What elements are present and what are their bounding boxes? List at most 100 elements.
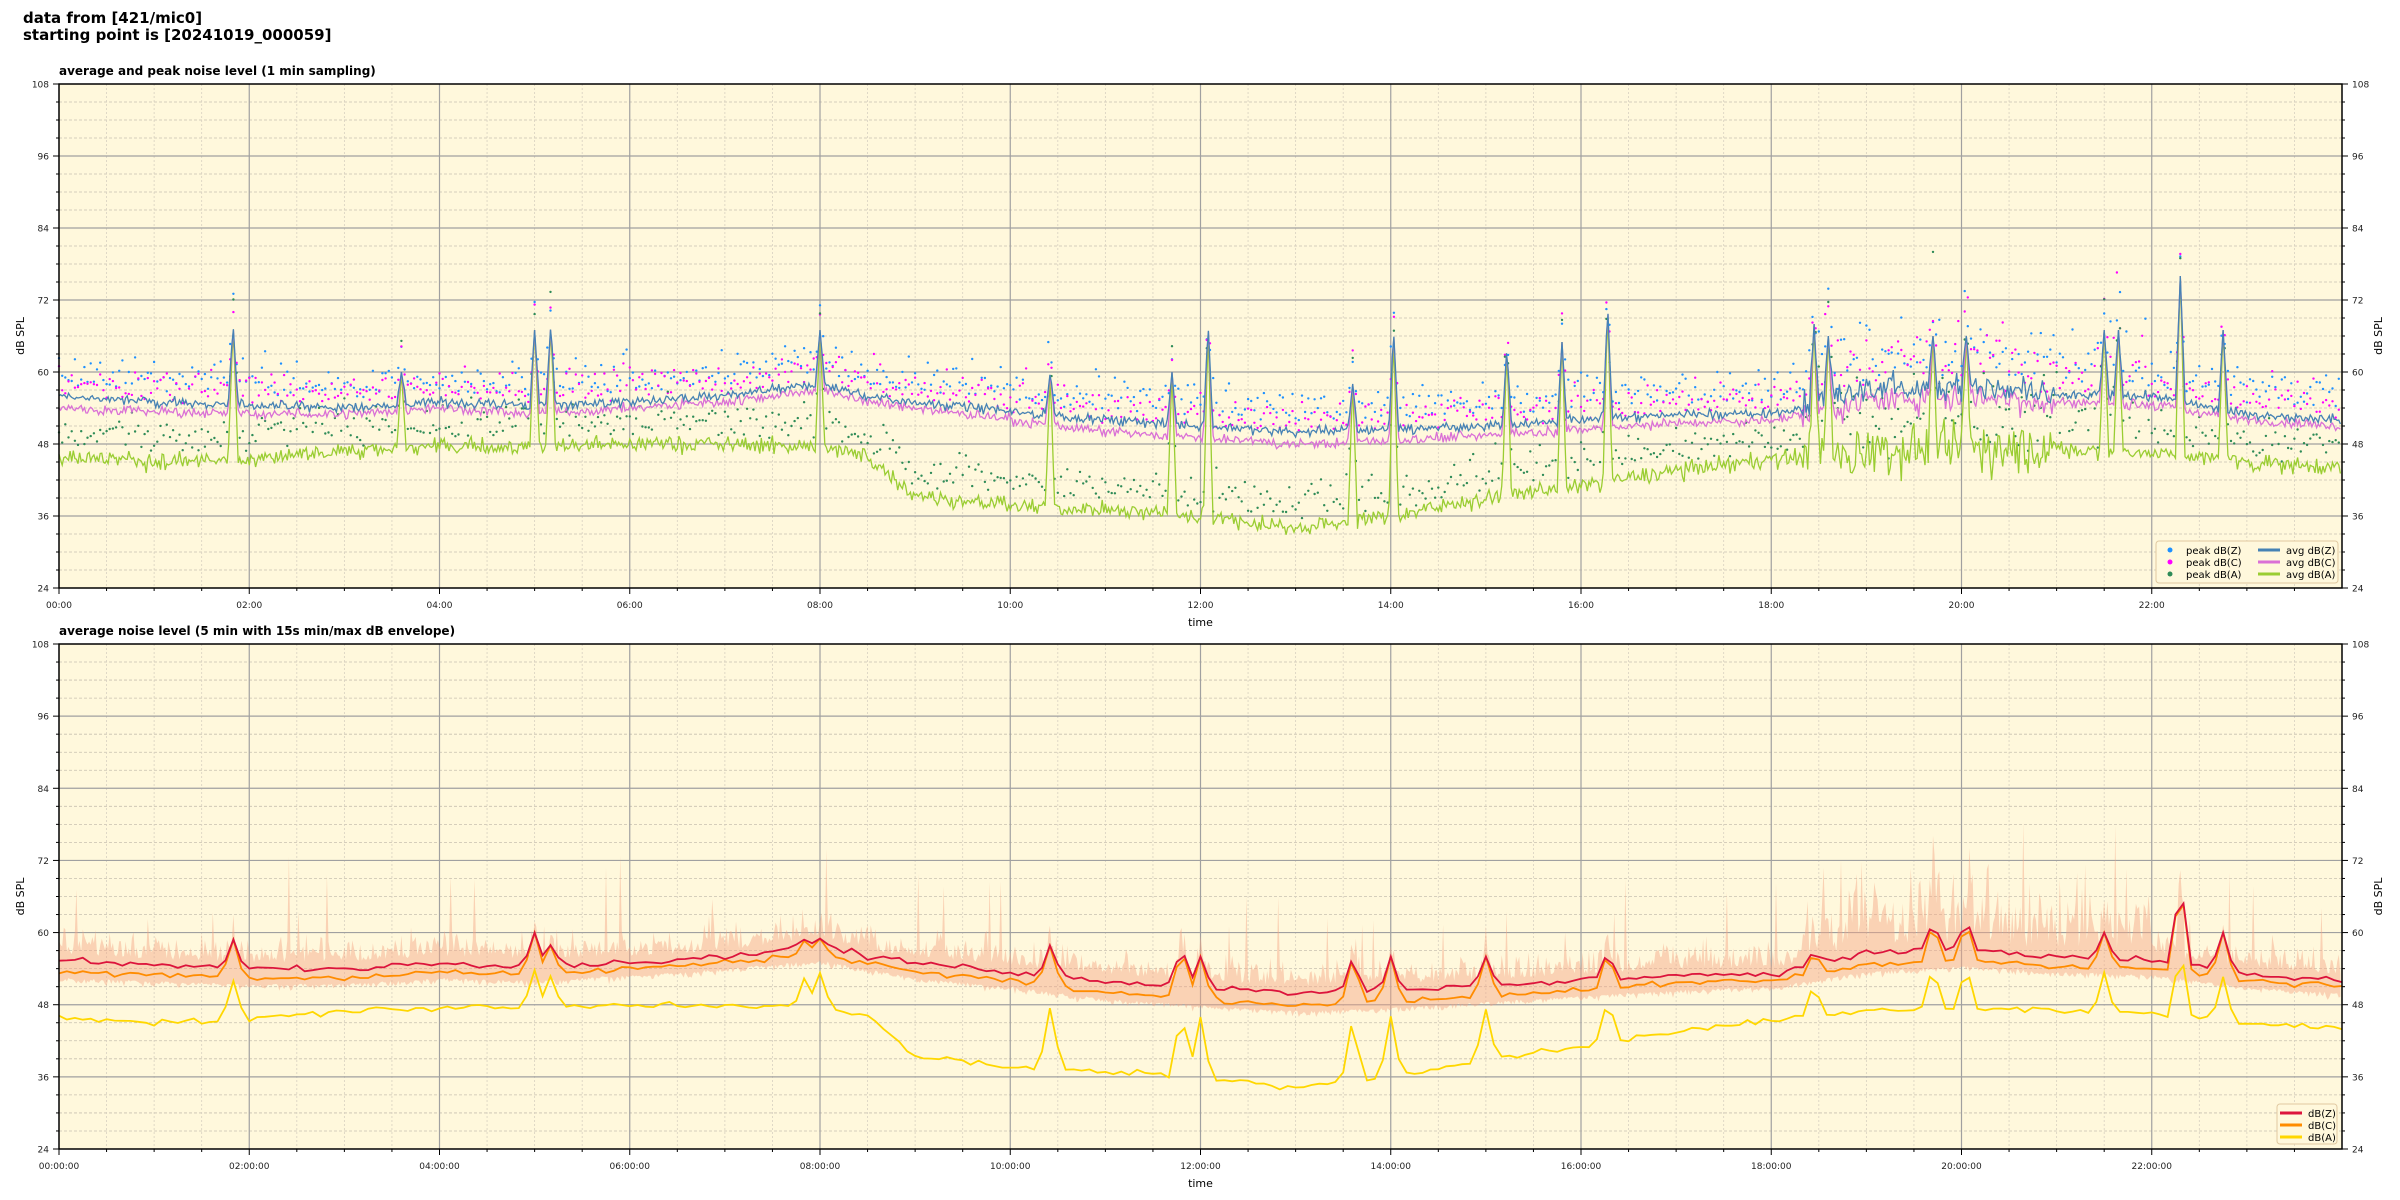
peak-point [1912, 343, 1916, 346]
peak-point [581, 381, 584, 384]
peak-point [403, 373, 406, 376]
peak-point [558, 384, 562, 388]
peak-point [1754, 429, 1757, 432]
peak-point [1516, 385, 1519, 388]
peak-point [749, 372, 752, 375]
peak-point [1024, 367, 1028, 370]
peak-point [1237, 413, 1240, 416]
peak-point [317, 406, 321, 410]
peak-point [1598, 381, 1602, 385]
peak-point [901, 370, 904, 374]
y-tick-label-right: 84 [2352, 225, 2364, 235]
peak-point [498, 421, 501, 424]
peak-point [1630, 402, 1633, 405]
peak-point [2185, 436, 2188, 439]
peak-point [1303, 417, 1307, 420]
peak-point [1858, 321, 1862, 324]
peak-point [907, 355, 910, 358]
peak-point [1402, 424, 1405, 427]
peak-point [1024, 396, 1028, 399]
peak-point [80, 383, 83, 386]
peak-point [2188, 439, 2191, 442]
peak-point [1789, 387, 1792, 390]
peak-point [67, 436, 70, 439]
peak-point [971, 484, 974, 488]
peak-point [2277, 406, 2280, 409]
peak-point [1408, 415, 1412, 418]
peak-point [1265, 400, 1269, 403]
peak-point [1262, 412, 1266, 415]
peak-point [1113, 492, 1117, 495]
peak-point [1773, 377, 1776, 381]
peak-point [428, 383, 432, 387]
peak-point [1497, 477, 1500, 480]
peak-point [1250, 510, 1253, 513]
peak-point [907, 460, 910, 464]
peak-point [2229, 393, 2233, 397]
peak-point [593, 372, 597, 376]
peak-point [625, 415, 628, 418]
peak-point [1459, 402, 1462, 405]
peak-point [1310, 425, 1313, 428]
peak-point [584, 396, 587, 399]
peak-point [397, 366, 400, 370]
peak-point [549, 290, 552, 294]
peak-point [1674, 402, 1678, 405]
peak-point [663, 418, 666, 421]
peak-point [1785, 390, 1789, 393]
peak-point [76, 385, 80, 389]
peak-point [1123, 380, 1126, 383]
peak-point [1424, 497, 1427, 500]
peak-point [850, 379, 853, 383]
peak-point [64, 392, 67, 395]
peak-point [929, 389, 933, 393]
peak-point [2033, 351, 2036, 355]
peak-point [898, 382, 901, 385]
peak-point [86, 382, 89, 385]
peak-point [1735, 441, 1738, 445]
peak-point [1697, 398, 1700, 401]
peak-point [327, 397, 330, 401]
peak-point [321, 422, 324, 426]
peak-point [511, 425, 514, 428]
peak-point [1655, 389, 1659, 392]
peak-point [1747, 398, 1751, 402]
peak-point [416, 385, 419, 388]
peak-point [1237, 496, 1240, 499]
peak-point [828, 410, 831, 414]
peak-point [2147, 418, 2150, 422]
peak-point [1107, 490, 1110, 493]
peak-point [2084, 368, 2087, 372]
peak-point [156, 380, 159, 383]
peak-point [2299, 450, 2302, 453]
peak-point [1950, 419, 1954, 422]
peak-point [298, 407, 302, 410]
peak-point [1294, 417, 1297, 420]
peak-point [1189, 407, 1193, 411]
peak-point [1811, 321, 1814, 324]
peak-point [669, 416, 673, 419]
peak-point [1421, 383, 1424, 387]
peak-point [2017, 371, 2020, 374]
peak-point [1338, 413, 1342, 416]
peak-point [355, 395, 359, 398]
peak-point [61, 389, 64, 392]
peak-point [324, 393, 327, 396]
peak-point [241, 430, 245, 433]
peak-point [777, 363, 780, 366]
peak-point [2049, 348, 2052, 351]
peak-point [771, 352, 774, 355]
peak-point [1941, 376, 1944, 380]
peak-point [612, 365, 616, 368]
peak-point [2194, 374, 2198, 377]
peak-point [923, 479, 926, 483]
peak-point [1072, 494, 1075, 497]
peak-point [1335, 498, 1339, 501]
peak-point [508, 383, 511, 387]
peak-point [1697, 457, 1700, 460]
peak-point [2058, 352, 2061, 355]
peak-point [619, 389, 622, 393]
peak-point [1088, 475, 1091, 478]
peak-point [2233, 386, 2236, 389]
peak-point [1741, 384, 1744, 387]
